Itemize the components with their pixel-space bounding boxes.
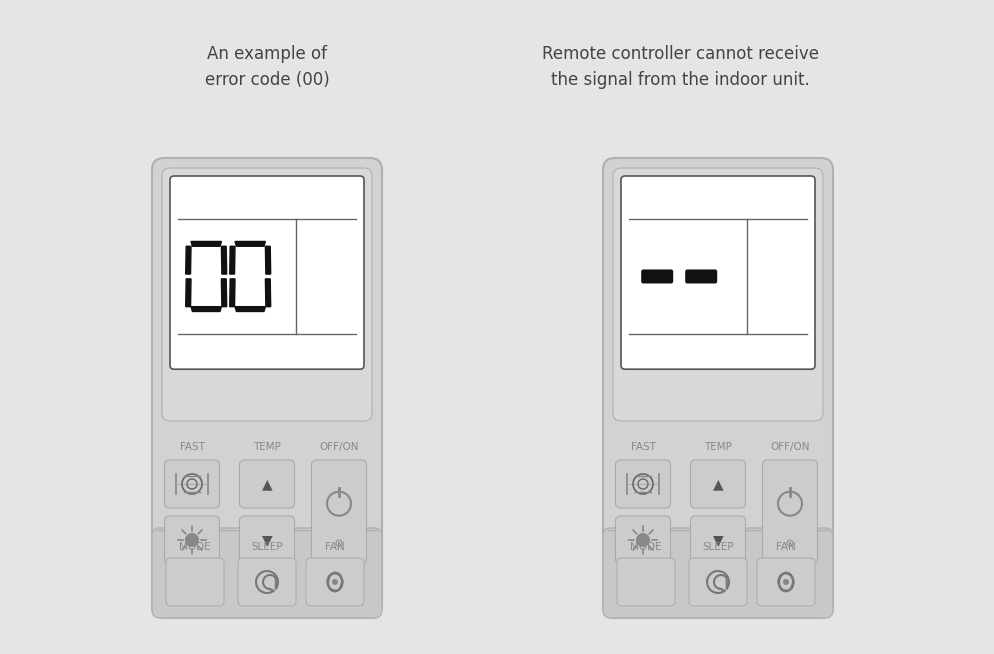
Polygon shape bbox=[222, 247, 227, 274]
FancyBboxPatch shape bbox=[240, 516, 294, 564]
Polygon shape bbox=[191, 241, 222, 247]
Text: TEMP: TEMP bbox=[253, 442, 281, 452]
Polygon shape bbox=[230, 247, 235, 274]
Text: FAN: FAN bbox=[776, 542, 796, 552]
FancyBboxPatch shape bbox=[621, 176, 815, 370]
FancyBboxPatch shape bbox=[691, 516, 746, 564]
Polygon shape bbox=[235, 307, 265, 311]
Polygon shape bbox=[265, 247, 270, 274]
FancyBboxPatch shape bbox=[238, 558, 296, 606]
Circle shape bbox=[185, 533, 199, 547]
FancyBboxPatch shape bbox=[641, 269, 673, 283]
FancyBboxPatch shape bbox=[691, 460, 746, 508]
FancyBboxPatch shape bbox=[603, 158, 833, 618]
Text: FAN: FAN bbox=[325, 542, 345, 552]
FancyBboxPatch shape bbox=[170, 176, 364, 370]
Text: MODE: MODE bbox=[630, 542, 662, 552]
FancyBboxPatch shape bbox=[166, 558, 224, 606]
Circle shape bbox=[783, 579, 789, 585]
FancyBboxPatch shape bbox=[152, 528, 382, 618]
FancyBboxPatch shape bbox=[615, 460, 671, 508]
Text: OFF/ON: OFF/ON bbox=[319, 442, 359, 452]
FancyBboxPatch shape bbox=[152, 158, 382, 618]
FancyBboxPatch shape bbox=[685, 269, 718, 283]
FancyBboxPatch shape bbox=[613, 168, 823, 421]
FancyBboxPatch shape bbox=[306, 558, 364, 606]
Text: OFF/ON: OFF/ON bbox=[770, 442, 810, 452]
Text: TEMP: TEMP bbox=[704, 442, 732, 452]
Text: FAST: FAST bbox=[630, 442, 655, 452]
Text: SLEEP: SLEEP bbox=[702, 542, 734, 552]
Polygon shape bbox=[235, 241, 265, 247]
Text: ▲: ▲ bbox=[261, 477, 272, 491]
FancyBboxPatch shape bbox=[164, 516, 220, 564]
Polygon shape bbox=[265, 279, 270, 307]
Polygon shape bbox=[222, 279, 227, 307]
Polygon shape bbox=[186, 279, 191, 307]
Text: ▼: ▼ bbox=[261, 533, 272, 547]
Text: SLEEP: SLEEP bbox=[251, 542, 283, 552]
Circle shape bbox=[332, 579, 338, 585]
Text: ▲: ▲ bbox=[713, 477, 724, 491]
Text: FAST: FAST bbox=[180, 442, 205, 452]
Polygon shape bbox=[191, 307, 222, 311]
Text: ▼: ▼ bbox=[713, 533, 724, 547]
FancyBboxPatch shape bbox=[603, 528, 833, 618]
FancyBboxPatch shape bbox=[617, 558, 675, 606]
Text: An example of
error code (00): An example of error code (00) bbox=[205, 45, 329, 90]
Text: MODE: MODE bbox=[179, 542, 211, 552]
FancyBboxPatch shape bbox=[311, 460, 367, 564]
FancyBboxPatch shape bbox=[162, 168, 372, 421]
Text: Remote controller cannot receive
the signal from the indoor unit.: Remote controller cannot receive the sig… bbox=[542, 45, 818, 90]
FancyBboxPatch shape bbox=[615, 516, 671, 564]
Polygon shape bbox=[186, 247, 191, 274]
Circle shape bbox=[636, 533, 650, 547]
FancyBboxPatch shape bbox=[164, 460, 220, 508]
Polygon shape bbox=[230, 279, 235, 307]
FancyBboxPatch shape bbox=[762, 460, 817, 564]
FancyBboxPatch shape bbox=[689, 558, 747, 606]
FancyBboxPatch shape bbox=[757, 558, 815, 606]
FancyBboxPatch shape bbox=[240, 460, 294, 508]
